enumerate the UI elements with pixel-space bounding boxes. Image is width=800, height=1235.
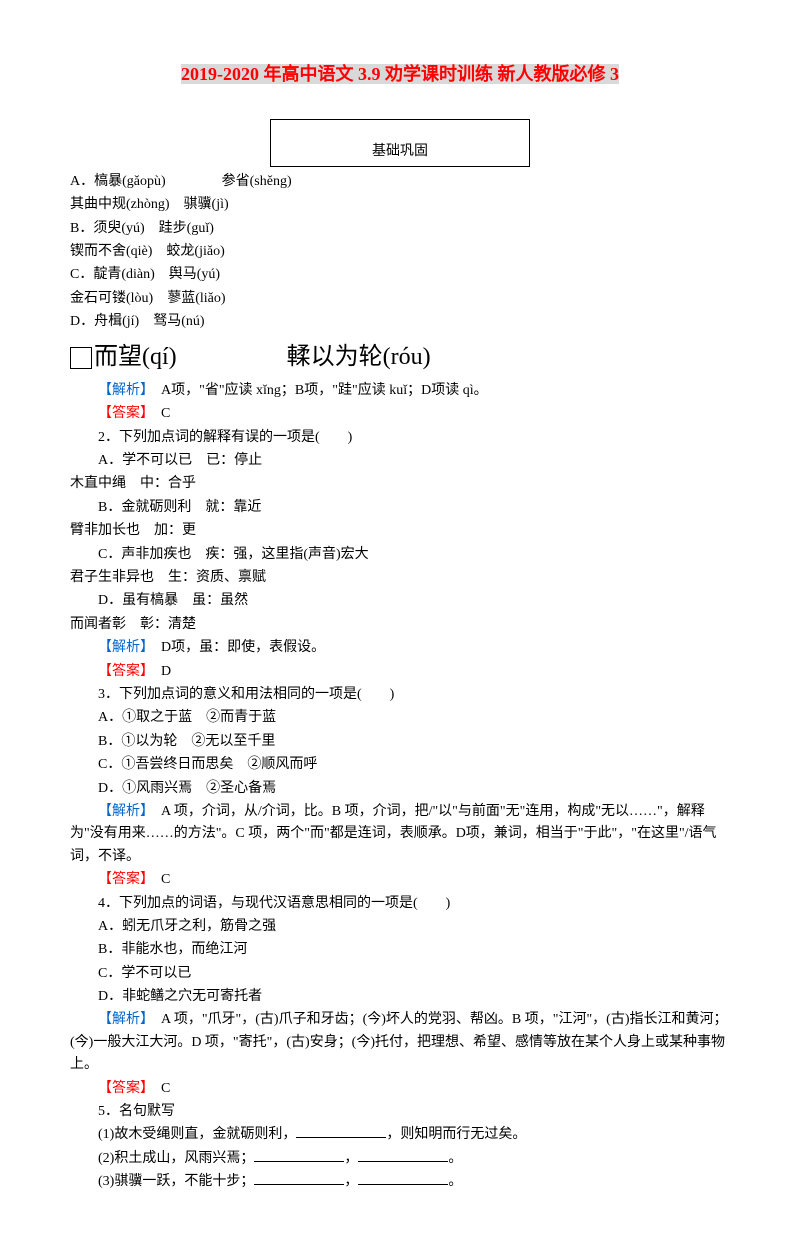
answer-label: 【答案】	[98, 872, 147, 887]
analysis-label: 【解析】	[98, 383, 147, 398]
answer-label: 【答案】	[98, 406, 147, 421]
blank-field[interactable]	[254, 1171, 344, 1185]
q2-a2: 木直中绳 中：合乎	[70, 473, 730, 495]
q1-analysis-row: 【解析】 A项，"省"应读 xǐng；B项，"跬"应读 kuǐ；D项读 qì。	[70, 380, 730, 402]
q1-optB: B．须臾(yú) 跬步(guǐ)	[70, 218, 730, 240]
q4-stem: 4．下列加点的词语，与现代汉语意思相同的一项是( )	[70, 893, 730, 915]
blank-field[interactable]	[358, 1171, 448, 1185]
q5-l2b: ，	[344, 1151, 358, 1166]
q3-d: D．①风雨兴焉 ②圣心备焉	[70, 778, 730, 800]
q2-b2: 臂非加长也 加：更	[70, 520, 730, 542]
q5-stem: 5．名句默写	[70, 1101, 730, 1123]
analysis-text: D项，虽：即使，表假设。	[147, 640, 325, 655]
q3-b: B．①以为轮 ②无以至千里	[70, 731, 730, 753]
q5-l3: (3)骐骥一跃，不能十步； ， 。	[70, 1171, 730, 1193]
analysis-label: 【解析】	[98, 804, 147, 819]
q4-d: D．非蛇鳝之穴无可寄托者	[70, 986, 730, 1008]
q2-d2: 而闻者彰 彰：清楚	[70, 614, 730, 636]
answer-label: 【答案】	[98, 664, 147, 679]
q5-l3a: (3)骐骥一跃，不能十步；	[98, 1174, 254, 1189]
q1-optB2: 锲而不舍(qiè) 蛟龙(jiǎo)	[70, 241, 730, 263]
answer-text: C	[147, 1081, 170, 1096]
answer-text: C	[147, 406, 170, 421]
q1-optC2: 金石可镂(lòu) 蓼蓝(liǎo)	[70, 288, 730, 310]
big-left: 而望(qí)	[70, 338, 177, 376]
q3-analysis-row: 【解析】 A 项，介词，从/介词，比。B 项，介词，把/"以"与前面"无"连用，…	[70, 801, 730, 868]
q5-l1b: ，则知明而行无过矣。	[386, 1127, 526, 1142]
q2-c2: 君子生非异也 生：资质、禀赋	[70, 567, 730, 589]
q4-b: B．非能水也，而绝江河	[70, 939, 730, 961]
q1-optC: C．靛青(diàn) 舆马(yú)	[70, 264, 730, 286]
q5-l3c: 。	[448, 1174, 462, 1189]
blank-field[interactable]	[254, 1148, 344, 1162]
square-box-icon	[70, 347, 92, 369]
q1-answer-row: 【答案】 C	[70, 403, 730, 425]
analysis-text: A 项，"爪牙"，(古)爪子和牙齿；(今)坏人的党羽、帮凶。B 项，"江河"，(…	[70, 1012, 728, 1072]
analysis-label: 【解析】	[98, 1012, 147, 1027]
q2-answer-row: 【答案】 D	[70, 661, 730, 683]
q2-stem: 2．下列加点词的解释有误的一项是( )	[70, 427, 730, 449]
q3-a: A．①取之于蓝 ②而青于蓝	[70, 707, 730, 729]
q5-l2c: 。	[448, 1151, 462, 1166]
q5-l3b: ，	[344, 1174, 358, 1189]
big-right: 輮以为轮(róu)	[287, 338, 431, 376]
q3-answer-row: 【答案】 C	[70, 869, 730, 891]
answer-label: 【答案】	[98, 1081, 147, 1096]
analysis-text: A项，"省"应读 xǐng；B项，"跬"应读 kuǐ；D项读 qì。	[147, 383, 488, 398]
section-label: 基础巩固	[372, 141, 428, 163]
section-box: 基础巩固	[270, 119, 530, 167]
q2-analysis-row: 【解析】 D项，虽：即使，表假设。	[70, 637, 730, 659]
analysis-text: A 项，介词，从/介词，比。B 项，介词，把/"以"与前面"无"连用，构成"无以…	[70, 804, 717, 864]
q2-b1: B．金就砺则利 就：靠近	[70, 497, 730, 519]
q5-l2: (2)积土成山，风雨兴焉； ， 。	[70, 1148, 730, 1170]
q1-optD: D．舟楫(jí) 驽马(nú)	[70, 311, 730, 333]
blank-field[interactable]	[358, 1148, 448, 1162]
document-title: 2019-2020 年高中语文 3.9 劝学课时训练 新人教版必修 3	[70, 60, 730, 89]
q5-l2a: (2)积土成山，风雨兴焉；	[98, 1151, 254, 1166]
q4-a: A．蚓无爪牙之利，筋骨之强	[70, 916, 730, 938]
q4-answer-row: 【答案】 C	[70, 1078, 730, 1100]
q5-l1a: (1)故木受绳则直，金就砺则利，	[98, 1127, 296, 1142]
answer-text: D	[147, 664, 171, 679]
q4-analysis-row: 【解析】 A 项，"爪牙"，(古)爪子和牙齿；(今)坏人的党羽、帮凶。B 项，"…	[70, 1009, 730, 1076]
answer-text: C	[147, 872, 170, 887]
big-char-row: 而望(qí) 輮以为轮(róu)	[70, 338, 730, 376]
q4-c: C．学不可以已	[70, 963, 730, 985]
q2-d1: D．虽有槁暴 虽：虽然	[70, 590, 730, 612]
q3-stem: 3．下列加点词的意义和用法相同的一项是( )	[70, 684, 730, 706]
q3-c: C．①吾尝终日而思矣 ②顺风而呼	[70, 754, 730, 776]
blank-field[interactable]	[296, 1124, 386, 1138]
q2-c1: C．声非加疾也 疾：强，这里指(声音)宏大	[70, 544, 730, 566]
q1-optA2: 其曲中规(zhòng) 骐骥(jì)	[70, 194, 730, 216]
title-text: 2019-2020 年高中语文 3.9 劝学课时训练 新人教版必修 3	[181, 64, 619, 84]
q5-l1: (1)故木受绳则直，金就砺则利， ，则知明而行无过矣。	[70, 1124, 730, 1146]
q2-a1: A．学不可以已 已：停止	[70, 450, 730, 472]
analysis-label: 【解析】	[98, 640, 147, 655]
q1-optA: A．槁暴(gǎopù) 参省(shěng)	[70, 171, 730, 193]
